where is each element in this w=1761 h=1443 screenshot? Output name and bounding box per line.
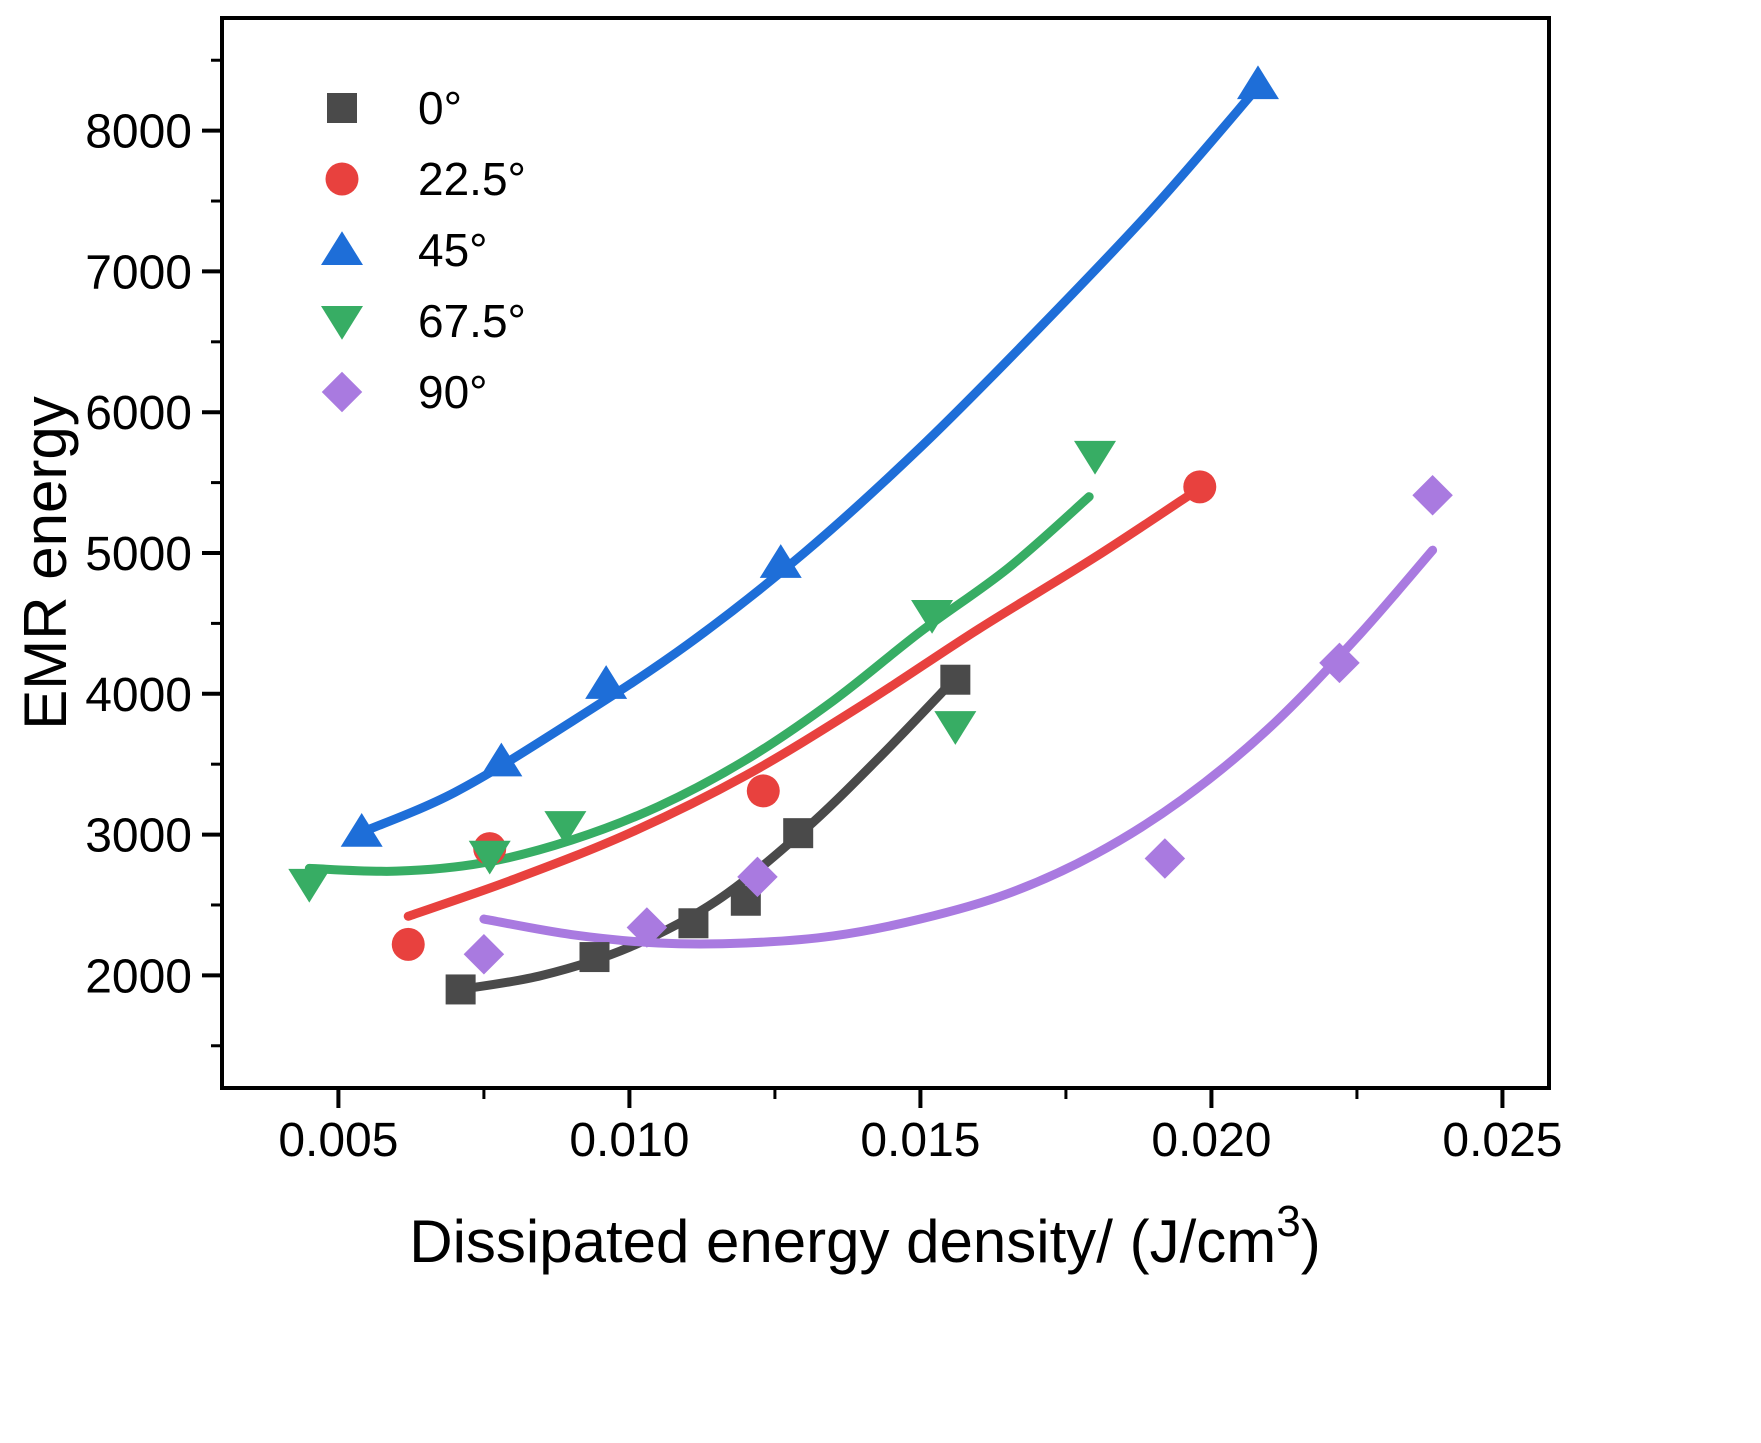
data-point-0 — [678, 908, 709, 939]
data-point-67-5 — [288, 868, 331, 903]
x-tick-label: 0.025 — [1442, 1114, 1562, 1167]
y-tick-label: 3000 — [85, 810, 192, 863]
legend-label: 22.5° — [418, 153, 526, 205]
legend-marker-90 — [321, 371, 363, 413]
data-point-22-5 — [391, 927, 425, 961]
data-point-67-5 — [1074, 440, 1117, 475]
legend: 0° 22.5° 45° 67.5° 90° — [321, 82, 526, 418]
y-tick-label: 2000 — [85, 950, 192, 1003]
x-tick-label: 0.015 — [860, 1114, 980, 1167]
data-point-22-5 — [746, 774, 780, 808]
legend-entry-22-5: 22.5° — [325, 153, 526, 205]
data-point-45 — [340, 813, 383, 847]
legend-entry-67-5: 67.5° — [321, 295, 526, 347]
data-points — [288, 65, 1453, 1005]
fit-curve-22-5 — [403, 483, 1205, 921]
data-point-45 — [759, 544, 802, 578]
legend-marker-22-5 — [325, 162, 359, 196]
x-axis-title-main: Dissipated energy density/ (J/cm — [409, 1208, 1276, 1275]
data-point-0 — [579, 942, 610, 973]
data-point-90 — [1412, 475, 1453, 516]
y-axis-title: EMR energy — [12, 396, 79, 729]
legend-label: 90° — [418, 366, 488, 418]
data-point-90 — [737, 856, 778, 898]
legend-marker-67-5 — [321, 306, 363, 340]
y-tick-label: 7000 — [85, 246, 192, 299]
data-point-45 — [585, 665, 628, 699]
x-tick-label: 0.010 — [569, 1114, 689, 1167]
data-point-0 — [783, 818, 814, 849]
data-point-22-5 — [1183, 470, 1217, 504]
x-tick-label: 0.020 — [1151, 1114, 1271, 1167]
fit-curve-67-5 — [304, 492, 1094, 876]
y-tick-label: 5000 — [85, 528, 192, 581]
data-point-45 — [480, 742, 523, 777]
data-point-67-5 — [934, 711, 977, 745]
legend-marker-45 — [321, 231, 363, 265]
data-point-45 — [1236, 65, 1279, 100]
y-tick-label: 4000 — [85, 669, 192, 722]
fit-curve-0 — [456, 673, 960, 994]
data-point-90 — [1144, 838, 1186, 879]
data-point-0 — [445, 974, 476, 1005]
x-axis-title-tail: ) — [1301, 1208, 1321, 1275]
x-axis-title: Dissipated energy density/ (J/cm3) — [409, 1197, 1320, 1275]
x-tick-label: 0.005 — [278, 1114, 398, 1167]
data-point-67-5 — [544, 811, 587, 845]
data-point-0 — [940, 664, 971, 695]
data-point-90 — [1319, 642, 1360, 684]
x-axis-ticks: 0.005 0.010 0.015 0.020 0.025 — [278, 1088, 1563, 1167]
legend-label: 67.5° — [418, 295, 526, 347]
data-point-90 — [463, 934, 505, 975]
legend-marker-0 — [327, 93, 357, 123]
legend-entry-90: 90° — [321, 366, 488, 418]
data-point-90 — [626, 907, 668, 948]
fit-curve-90 — [479, 545, 1438, 949]
legend-entry-0: 0° — [327, 82, 462, 134]
legend-entry-45: 45° — [321, 224, 488, 276]
legend-label: 0° — [418, 82, 462, 134]
y-axis-ticks: 2000 3000 4000 5000 6000 7000 8000 — [85, 58, 222, 1048]
y-tick-label: 6000 — [85, 387, 192, 440]
y-tick-label: 8000 — [85, 106, 192, 159]
data-point-67-5 — [911, 599, 954, 634]
data-point-67-5 — [468, 840, 511, 875]
legend-label: 45° — [418, 224, 488, 276]
x-axis-title-superscript: 3 — [1276, 1197, 1300, 1246]
